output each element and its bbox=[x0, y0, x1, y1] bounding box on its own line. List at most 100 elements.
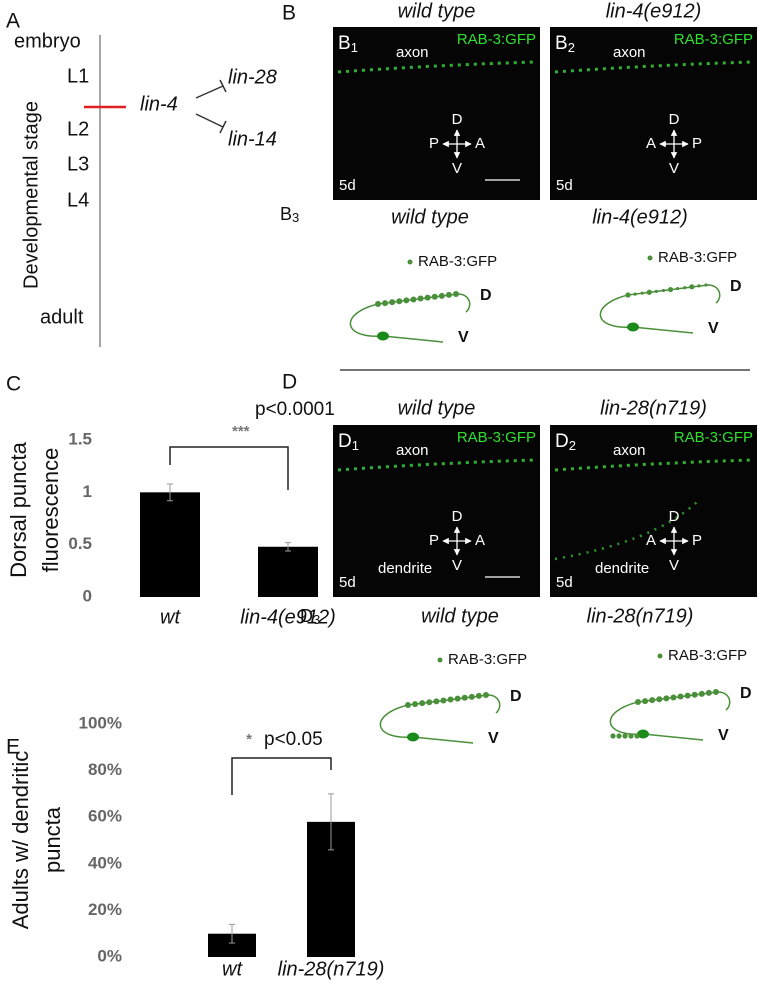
axon-label: axon bbox=[396, 442, 429, 459]
significance-bracket bbox=[169, 446, 289, 490]
punctum bbox=[454, 695, 461, 702]
x-tick-label: wt bbox=[222, 958, 243, 980]
legend-label: RAB-3:GFP bbox=[658, 249, 737, 266]
genotype-title: lin-4(e912) bbox=[606, 0, 702, 22]
compass-label: D bbox=[452, 111, 463, 128]
marker-label: RAB-3:GFP bbox=[674, 31, 753, 48]
axon-label: axon bbox=[613, 44, 646, 61]
genotype-title: wild type bbox=[391, 206, 469, 228]
compass-label: A bbox=[646, 532, 656, 549]
legend-dot bbox=[437, 657, 443, 663]
compass-label: A bbox=[646, 135, 656, 152]
panel-letter: A bbox=[6, 10, 20, 33]
punctum bbox=[375, 301, 381, 307]
x-tick-label: wt bbox=[160, 606, 181, 628]
micrograph: wild type B1 RAB-3:GFP axon 5d D VP A bbox=[333, 0, 540, 200]
punctum bbox=[453, 291, 459, 297]
x-tick-label: lin-28(n719) bbox=[278, 958, 385, 980]
dendrite-label: dendrite bbox=[595, 560, 649, 577]
punctum bbox=[684, 692, 691, 699]
panel-index-number: 2 bbox=[568, 40, 575, 55]
compass-label: D bbox=[452, 508, 463, 525]
punctum bbox=[640, 291, 644, 295]
image-frame bbox=[550, 425, 757, 597]
y-tick-label: 40% bbox=[88, 853, 122, 872]
genotype-title: lin-4(e912) bbox=[592, 206, 688, 228]
cell-body bbox=[377, 331, 389, 341]
axis-label: Developmental stage bbox=[20, 101, 42, 289]
significance-stars: * bbox=[246, 731, 252, 748]
dorsal-label: D bbox=[480, 287, 492, 304]
genotype-title: wild type bbox=[421, 605, 499, 627]
stage: embryo bbox=[14, 30, 81, 52]
punctum bbox=[656, 696, 663, 703]
micrograph: lin-4(e912) B2 RAB-3:GFP axon 5d D VA P bbox=[550, 0, 757, 200]
punctum bbox=[610, 733, 616, 739]
stage: L2 bbox=[67, 118, 89, 140]
punctum bbox=[412, 701, 419, 708]
axon-signal bbox=[554, 458, 753, 472]
stage: L3 bbox=[67, 153, 89, 175]
panel-index-number: 1 bbox=[352, 438, 359, 453]
punctum bbox=[713, 689, 719, 695]
age-label: 5d bbox=[339, 177, 356, 194]
target: lin-14 bbox=[228, 128, 277, 150]
bar-chart: C Dorsal puncta fluorescence 0 0.5 1 1.5 wt lin-… bbox=[6, 373, 336, 629]
compass-label: V bbox=[452, 557, 462, 574]
regulator: lin-4 bbox=[140, 93, 178, 115]
punctum bbox=[670, 694, 677, 701]
significance-bracket bbox=[231, 757, 332, 795]
punctum bbox=[389, 299, 396, 306]
panel-index: B1 bbox=[338, 33, 358, 55]
target: lin-28 bbox=[228, 66, 277, 88]
panel-index-number: 2 bbox=[569, 438, 576, 453]
punctum bbox=[646, 289, 652, 295]
neuron bbox=[599, 284, 721, 334]
punctum bbox=[445, 291, 452, 298]
error-bar bbox=[328, 793, 334, 851]
y-tick-label: 1.5 bbox=[68, 429, 92, 448]
panel-a: A embryo L1 L2 L3 L4 adult Developmental… bbox=[6, 10, 277, 347]
age-label: 5d bbox=[556, 177, 573, 194]
punctum bbox=[403, 297, 410, 304]
punctum bbox=[625, 292, 631, 298]
bar bbox=[208, 933, 256, 957]
legend-label: RAB-3:GFP bbox=[448, 651, 527, 668]
axon-label: axon bbox=[396, 44, 429, 61]
compass-label: V bbox=[669, 160, 679, 177]
marker-label: RAB-3:GFP bbox=[674, 429, 753, 446]
y-tick-label: 0 bbox=[83, 586, 92, 605]
y-tick-label: 20% bbox=[88, 900, 122, 919]
significance-stars: *** bbox=[232, 423, 250, 440]
compass-label: D bbox=[669, 508, 680, 525]
marker-label: RAB-3:GFP bbox=[457, 31, 536, 48]
y-axis-label: Dorsal puncta bbox=[6, 441, 31, 578]
punctum bbox=[440, 697, 447, 704]
punctum bbox=[691, 691, 698, 698]
index-letter: B bbox=[280, 204, 292, 224]
punctum bbox=[468, 693, 475, 700]
punctum bbox=[704, 283, 708, 287]
stage: adult bbox=[40, 306, 84, 328]
dendrite-label: dendrite bbox=[378, 560, 432, 577]
index-number: 3 bbox=[313, 612, 320, 627]
punctum bbox=[483, 692, 489, 698]
punctum bbox=[633, 292, 637, 296]
punctum bbox=[634, 733, 640, 739]
schematic-index: B3 bbox=[280, 204, 299, 226]
panel-index: B2 bbox=[555, 33, 575, 55]
x-tick-label: lin-4(e912) bbox=[240, 606, 336, 628]
index-number: 3 bbox=[292, 210, 299, 225]
punctum bbox=[698, 690, 705, 697]
image-frame bbox=[550, 27, 757, 200]
y-axis-label: Adults w/ dendritic bbox=[8, 751, 33, 930]
cell-body bbox=[407, 732, 419, 742]
axon-signal bbox=[554, 60, 753, 74]
dorsal-label: D bbox=[740, 685, 752, 702]
schematic-index: D3 bbox=[300, 606, 320, 628]
punctum bbox=[697, 284, 701, 288]
